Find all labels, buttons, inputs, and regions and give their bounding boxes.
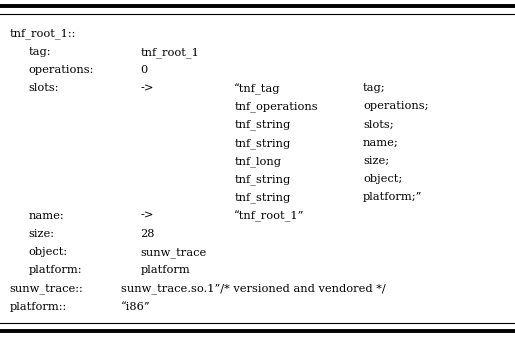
Text: “i86”: “i86” [121, 302, 151, 312]
Text: 0: 0 [141, 65, 148, 75]
Text: ->: -> [141, 83, 154, 93]
Text: platform::: platform:: [9, 302, 66, 312]
Text: 28: 28 [141, 229, 155, 239]
Text: “tnf_root_1”: “tnf_root_1” [234, 211, 305, 222]
Text: tnf_string: tnf_string [234, 138, 290, 149]
Text: “tnf_tag: “tnf_tag [234, 83, 281, 95]
Text: slots:: slots: [29, 83, 59, 93]
Text: tnf_operations: tnf_operations [234, 101, 318, 112]
Text: tnf_string: tnf_string [234, 174, 290, 185]
Text: name:: name: [29, 211, 64, 221]
Text: size:: size: [29, 229, 55, 239]
Text: slots;: slots; [363, 120, 393, 130]
Text: tag:: tag: [29, 47, 52, 57]
Text: ->: -> [141, 211, 154, 221]
Text: object;: object; [363, 174, 402, 184]
Text: sunw_trace.so.1”/* versioned and vendored */: sunw_trace.so.1”/* versioned and vendore… [121, 283, 386, 294]
Text: tnf_root_1::: tnf_root_1:: [9, 29, 76, 39]
Text: name;: name; [363, 138, 399, 148]
Text: object:: object: [29, 247, 68, 257]
Text: operations;: operations; [363, 101, 428, 112]
Text: operations:: operations: [29, 65, 94, 75]
Text: tnf_root_1: tnf_root_1 [141, 47, 199, 58]
Text: platform:: platform: [29, 265, 82, 275]
Text: tnf_string: tnf_string [234, 192, 290, 203]
Text: sunw_trace: sunw_trace [141, 247, 207, 258]
Text: size;: size; [363, 156, 389, 166]
Text: sunw_trace::: sunw_trace:: [9, 283, 83, 294]
Text: platform: platform [141, 265, 191, 275]
Text: tag;: tag; [363, 83, 386, 93]
Text: tnf_long: tnf_long [234, 156, 281, 167]
Text: tnf_string: tnf_string [234, 120, 290, 130]
Text: platform;”: platform;” [363, 192, 422, 203]
